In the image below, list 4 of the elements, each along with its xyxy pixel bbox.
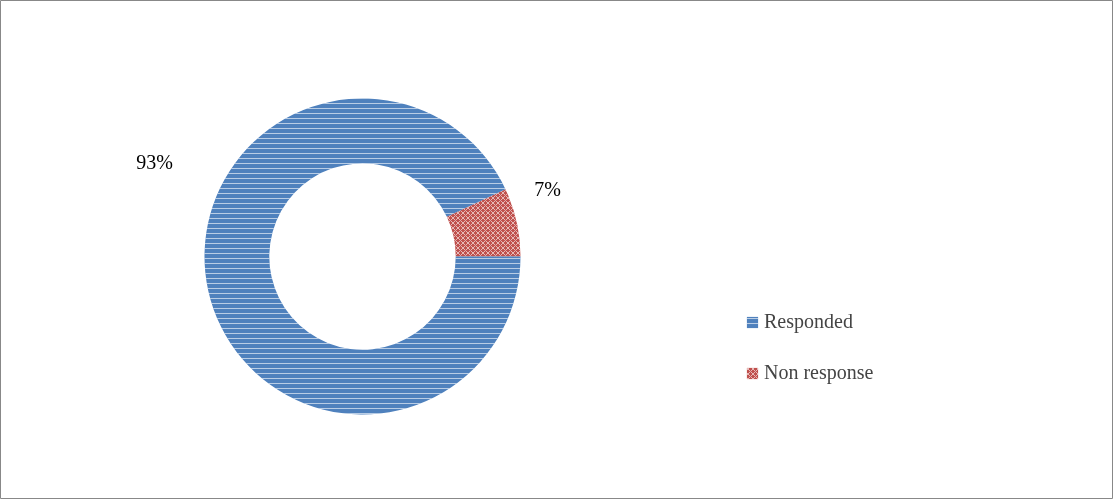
- legend-label: Non response: [764, 361, 874, 384]
- data-label: 7%: [534, 177, 561, 200]
- data-label: 93%: [136, 150, 173, 173]
- legend-label: Responded: [764, 310, 853, 333]
